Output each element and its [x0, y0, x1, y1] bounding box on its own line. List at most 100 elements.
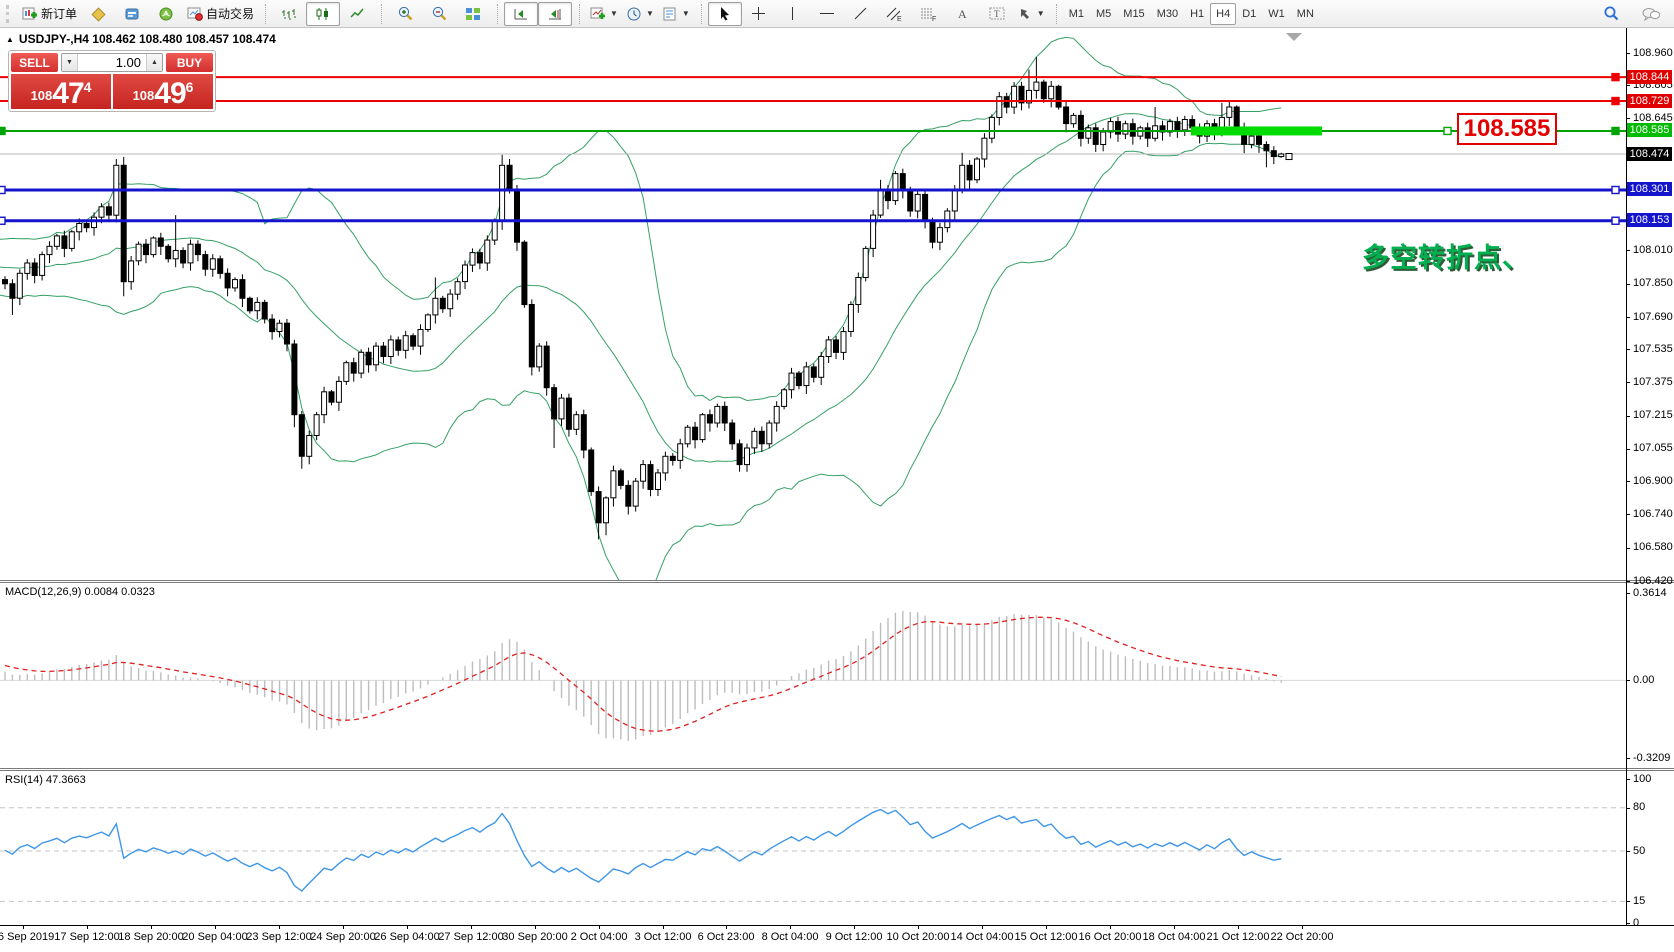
pivot-annotation-text[interactable]: 多空转折点、: [1362, 243, 1530, 273]
metaeditor-button[interactable]: [81, 2, 115, 26]
toolbar-grip[interactable]: [6, 4, 13, 23]
sell-button[interactable]: SELL: [11, 53, 58, 72]
time-tick-label: 9 Oct 12:00: [825, 931, 883, 943]
chart-shift-marker[interactable]: [1286, 33, 1302, 41]
text-label-button[interactable]: T: [980, 2, 1014, 26]
price-tick-mark: [1626, 349, 1630, 350]
sell-price-display[interactable]: 108 47 4: [11, 74, 111, 109]
signals-icon: [159, 7, 173, 20]
chat-button[interactable]: [1634, 2, 1668, 26]
search-button[interactable]: [1594, 2, 1628, 26]
toolbar-separator: [579, 3, 582, 24]
tile-windows-button[interactable]: [456, 2, 490, 26]
text-button[interactable]: A: [946, 2, 980, 26]
fibonacci-button[interactable]: F: [912, 2, 946, 26]
time-tick-label: 23 Sep 12:00: [246, 931, 312, 943]
periods-clock-icon: [627, 7, 641, 20]
price-tick-mark: [1626, 581, 1630, 582]
signals-button[interactable]: [149, 2, 183, 26]
toolbar: 新订单 自动交易: [0, 0, 1674, 28]
zoom-out-button[interactable]: [422, 2, 456, 26]
time-tick-mark: [854, 925, 855, 929]
trendline-anchor-marker[interactable]: [1443, 126, 1452, 136]
line-chart-button[interactable]: [340, 2, 374, 26]
rsi-label: RSI(14) 47.3663: [5, 774, 86, 786]
macd-tick-mark: [1626, 758, 1630, 759]
sell-price-big: 47: [52, 77, 84, 110]
autotrading-button[interactable]: 自动交易: [183, 2, 258, 26]
trendline-icon: [854, 7, 867, 20]
volume-increase-button[interactable]: ▲: [146, 54, 162, 71]
indicators-button[interactable]: ▼: [586, 2, 622, 26]
rsi-tick-mark: [1626, 779, 1630, 780]
tab-timeframe-H4[interactable]: H4: [1210, 2, 1237, 25]
time-tick-mark: [599, 925, 600, 929]
periods-button[interactable]: ▼: [622, 2, 658, 26]
bar-chart-button[interactable]: [272, 2, 306, 26]
collapse-triangle-icon[interactable]: ▲: [6, 34, 14, 44]
time-tick-label: 16 Oct 20:00: [1078, 931, 1142, 943]
candlestick-chart-icon: [316, 7, 329, 20]
pane-separator: [0, 582, 1674, 583]
last-bar-marker: [1285, 153, 1293, 161]
line-endpoint-marker[interactable]: [1611, 72, 1620, 82]
volume-decrease-button[interactable]: ▼: [62, 54, 78, 71]
line-endpoint-marker[interactable]: [0, 126, 6, 136]
new-order-icon: [22, 7, 37, 19]
auto-scroll-button[interactable]: [504, 1, 539, 26]
channel-button[interactable]: E: [878, 2, 912, 26]
time-tick-mark: [343, 925, 344, 929]
cursor-button[interactable]: [707, 1, 742, 26]
vertical-line-button[interactable]: [776, 2, 810, 26]
line-endpoint-marker[interactable]: [0, 216, 6, 225]
line-endpoint-marker[interactable]: [1611, 185, 1620, 195]
tab-timeframe-H1[interactable]: H1: [1190, 7, 1205, 20]
tab-timeframe-W1[interactable]: W1: [1268, 7, 1285, 20]
tile-windows-icon: [466, 7, 481, 20]
zoom-in-button[interactable]: [388, 2, 422, 26]
new-order-button[interactable]: 新订单: [18, 2, 81, 26]
price-pane[interactable]: [0, 28, 1626, 580]
tab-timeframe-M5[interactable]: M5: [1096, 7, 1112, 20]
macd-signal-line: [4, 616, 1282, 732]
templates-button[interactable]: ▼: [658, 2, 694, 26]
volume-value[interactable]: 1.00: [115, 55, 141, 70]
time-tick-mark: [23, 925, 24, 929]
tab-timeframe-MN[interactable]: MN: [1296, 7, 1314, 20]
tab-timeframe-M30[interactable]: M30: [1156, 7, 1179, 20]
highlight-bar[interactable]: [1191, 126, 1322, 136]
price-axis-badge: 108.474: [1627, 147, 1672, 161]
price-callout-box[interactable]: 108.585: [1457, 113, 1557, 145]
time-tick-mark: [1110, 925, 1111, 929]
macd-pane[interactable]: [0, 583, 1626, 768]
terminal-button[interactable]: [115, 2, 149, 26]
time-tick-label: 18 Sep 20:00: [118, 931, 184, 943]
buy-price-display[interactable]: 108 49 6: [113, 74, 213, 109]
pane-separator[interactable]: [0, 580, 1674, 581]
dropdown-caret: ▼: [681, 9, 690, 18]
line-endpoint-marker[interactable]: [0, 185, 6, 195]
crosshair-button[interactable]: [742, 2, 776, 26]
rsi-tick-mark: [1626, 808, 1630, 809]
candlestick-chart-button[interactable]: [306, 1, 341, 26]
line-endpoint-marker[interactable]: [1611, 216, 1620, 225]
macd-tick-mark: [1626, 593, 1630, 594]
rsi-tick-label: 50: [1633, 845, 1646, 857]
shapes-button[interactable]: ▼: [1014, 2, 1049, 26]
templates-icon: [663, 7, 676, 20]
chart-shift-button[interactable]: [538, 1, 573, 26]
buy-button[interactable]: BUY: [166, 53, 213, 72]
chart-symbol-label: ▲ USDJPY-,H4 108.462 108.480 108.457 108…: [6, 32, 276, 46]
candlesticks-layer[interactable]: [2, 57, 1285, 540]
time-tick-mark: [790, 925, 791, 929]
line-endpoint-marker[interactable]: [1611, 96, 1620, 106]
horizontal-line-button[interactable]: [810, 2, 844, 26]
tab-timeframe-D1[interactable]: D1: [1242, 7, 1257, 20]
trendline-button[interactable]: [844, 2, 878, 26]
line-endpoint-marker[interactable]: [1611, 126, 1620, 136]
tab-timeframe-M1[interactable]: M1: [1068, 7, 1084, 20]
pane-separator[interactable]: [0, 768, 1674, 769]
rsi-pane[interactable]: [0, 771, 1626, 925]
time-tick-mark: [151, 925, 152, 929]
tab-timeframe-M15[interactable]: M15: [1123, 7, 1145, 20]
